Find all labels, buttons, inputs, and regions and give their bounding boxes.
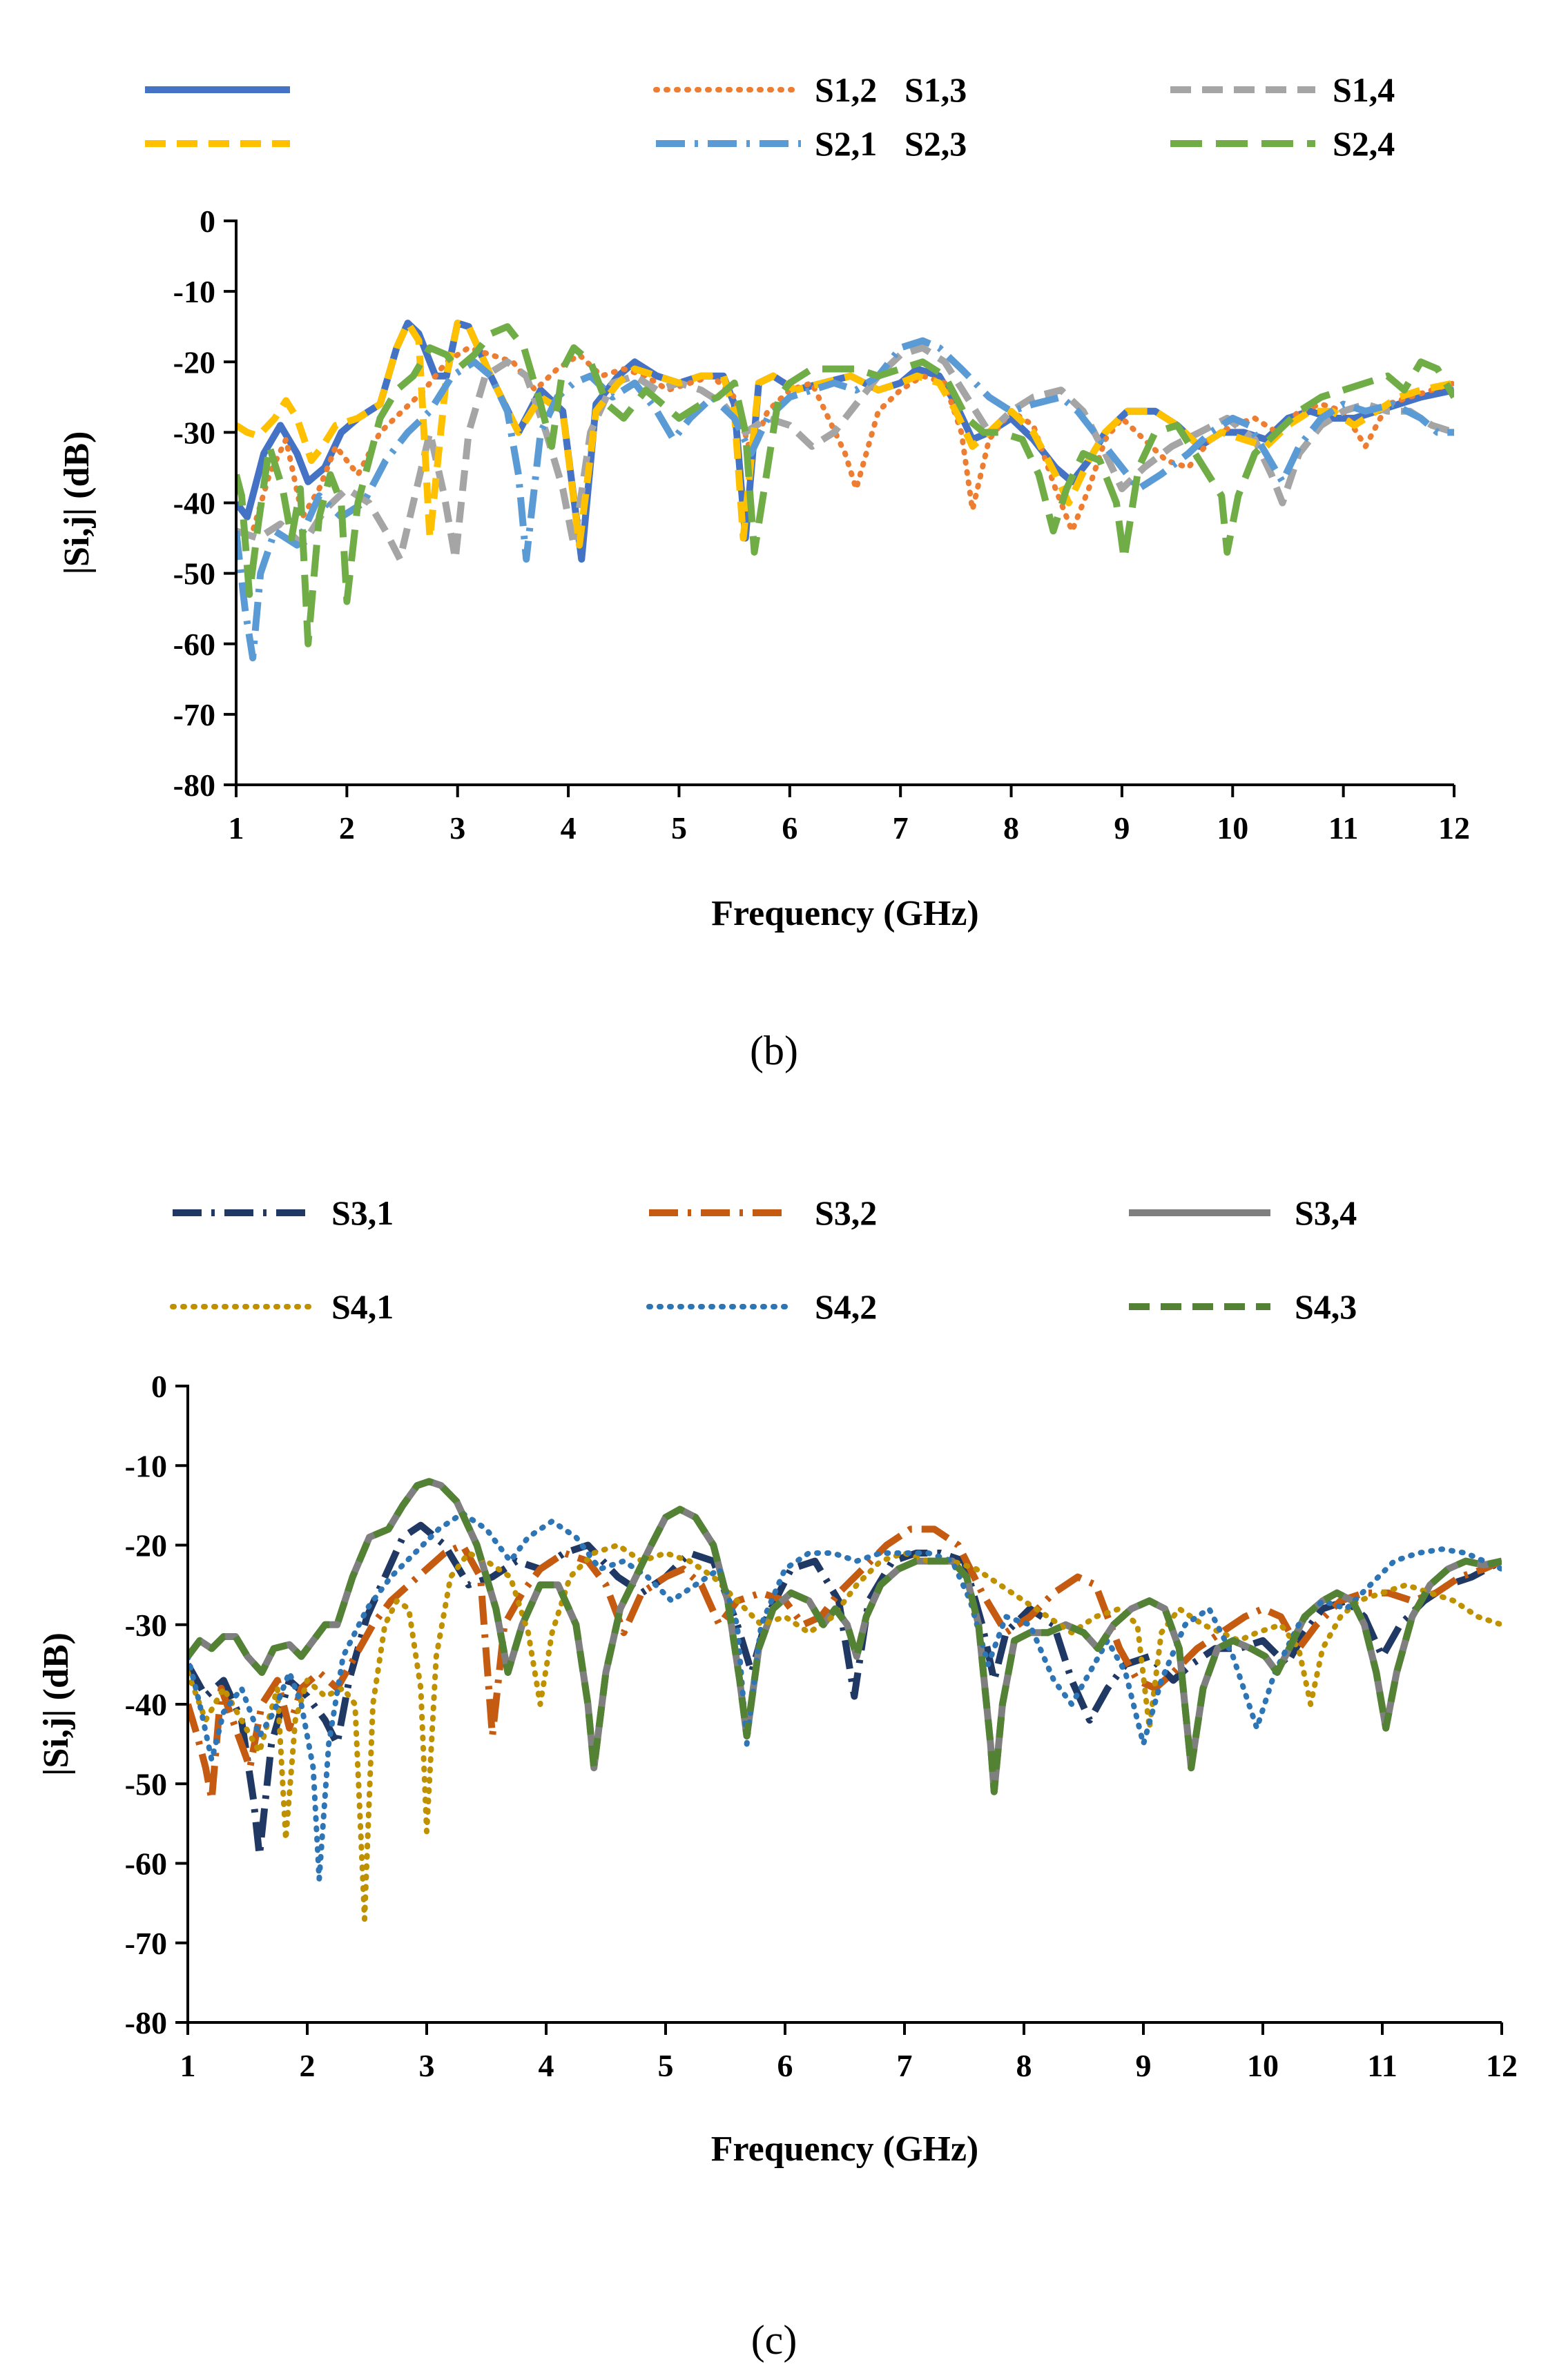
x-tick-label: 2 [300,2048,316,2083]
x-tick-label: 8 [1003,810,1019,846]
series-line-S2-1 [236,320,1454,549]
panel-caption: (c) [751,2317,797,2363]
legend-label: S1,3 [904,70,967,109]
y-tick-label: -10 [173,274,215,309]
x-tick-label: 5 [671,810,687,846]
series-line-S2-3 [236,337,1454,662]
legend-item: S4,3 [1129,1287,1357,1326]
y-tick-label: -60 [125,1846,167,1882]
legend-item: S3,2 [649,1193,877,1232]
legend-item: S1,3 [653,70,967,109]
chart-c: S3,1 S3,2 S3,4S4,1 S4,2 S4,31 2 3 4 5 6 7 8 9 10 11 120… [37,1193,1518,2363]
y-tick-label: -30 [173,415,215,450]
y-tick-label: -10 [125,1448,167,1483]
legend-label: S1,2 [815,70,877,109]
legend-label: S4,3 [1295,1287,1357,1326]
series-line-S3-1 [188,1521,1502,1859]
x-tick-label: 2 [339,810,355,846]
x-axis-title: Frequency (GHz) [711,894,979,933]
y-tick-label: -50 [125,1766,167,1802]
y-tick-label: 0 [200,204,215,239]
x-axis-title: Frequency (GHz) [711,2129,979,2169]
legend-item: S1,4 [1170,70,1395,109]
y-tick-label: -70 [125,1926,167,1961]
x-tick-label: 7 [897,2048,913,2083]
legend-label: S1,4 [1333,70,1395,109]
plot-area [236,320,1454,662]
x-tick-label: 10 [1247,2048,1279,2083]
legend-label: S2,3 [904,124,967,163]
x-tick-label: 9 [1136,2048,1152,2083]
x-tick-label: 9 [1114,810,1130,846]
x-tick-label: 7 [893,810,909,846]
series-line-S4-2 [188,1510,1502,1882]
legend-label: S2,1 [815,124,877,163]
legend: S1,2 S1,3 S1,4 S2,1 S2,3 S2,4 [145,70,1395,163]
legend-label: S3,4 [1295,1193,1357,1232]
x-tick-label: 1 [229,810,244,846]
y-tick-label: -40 [125,1687,167,1722]
legend-label: S4,2 [815,1287,877,1326]
x-tick-label: 8 [1016,2048,1032,2083]
plot-area [188,1478,1502,1922]
x-tick-label: 11 [1328,810,1358,846]
legend-label: S3,2 [815,1193,877,1232]
legend-label: S2,4 [1333,124,1395,163]
x-tick-label: 6 [782,810,797,846]
y-tick-label: -60 [173,627,215,662]
y-tick-label: -40 [173,486,215,521]
x-tick-label: 12 [1486,2048,1518,2083]
series-line-S1-4 [236,344,1454,563]
legend-label: S4,1 [331,1287,394,1326]
x-tick-label: 1 [180,2048,196,2083]
series-line-S4-1 [188,1542,1502,1922]
y-tick-label: -80 [173,768,215,803]
y-tick-label: -30 [125,1608,167,1643]
legend-item: S2,3 [656,124,967,163]
y-axis-title: |Si,j| (dB) [57,431,97,575]
axes: 1 2 3 4 5 6 7 8 9 10 11 120-10-20-30-40-50-60-70-80 [125,1369,1518,2083]
y-tick-label: 0 [151,1369,167,1404]
legend-item: S4,2 [646,1287,877,1326]
x-tick-label: 4 [561,810,577,846]
y-tick-label: -20 [173,344,215,380]
y-tick-label: -80 [125,2005,167,2040]
series-line-S2-4 [236,323,1454,647]
legend-item: S1,2 [145,70,877,109]
x-tick-label: 10 [1217,810,1248,846]
legend-item: S2,1 [145,124,877,163]
y-tick-label: -50 [173,556,215,592]
x-tick-label: 12 [1438,810,1470,846]
legend-item: S4,1 [170,1287,394,1326]
chart-b: S1,2 S1,3 S1,4S2,1 S2,3 S2,41 2 3 4 5 6 7 8 9 10 11 120… [57,70,1470,1073]
axes: 1 2 3 4 5 6 7 8 9 10 11 120-10-20-30-40-50-60-70-80 [173,204,1470,846]
series-line-S4-3 [188,1478,1502,1795]
legend-label: S3,1 [331,1193,394,1232]
legend-item: S3,1 [173,1193,394,1232]
y-tick-label: -70 [173,697,215,732]
x-tick-label: 11 [1367,2048,1397,2083]
x-tick-label: 5 [658,2048,674,2083]
legend-item: S2,4 [1170,124,1395,163]
x-tick-label: 3 [449,810,465,846]
x-tick-label: 6 [777,2048,793,2083]
y-axis-title: |Si,j| (dB) [37,1632,76,1776]
legend: S3,1 S3,2 S3,4 S4,1 S4,2 S4,3 [170,1193,1357,1326]
y-tick-label: -20 [125,1528,167,1563]
x-tick-label: 3 [419,2048,435,2083]
panel-caption: (b) [750,1028,798,1073]
legend-item: S3,4 [1129,1193,1357,1232]
x-tick-label: 4 [539,2048,554,2083]
